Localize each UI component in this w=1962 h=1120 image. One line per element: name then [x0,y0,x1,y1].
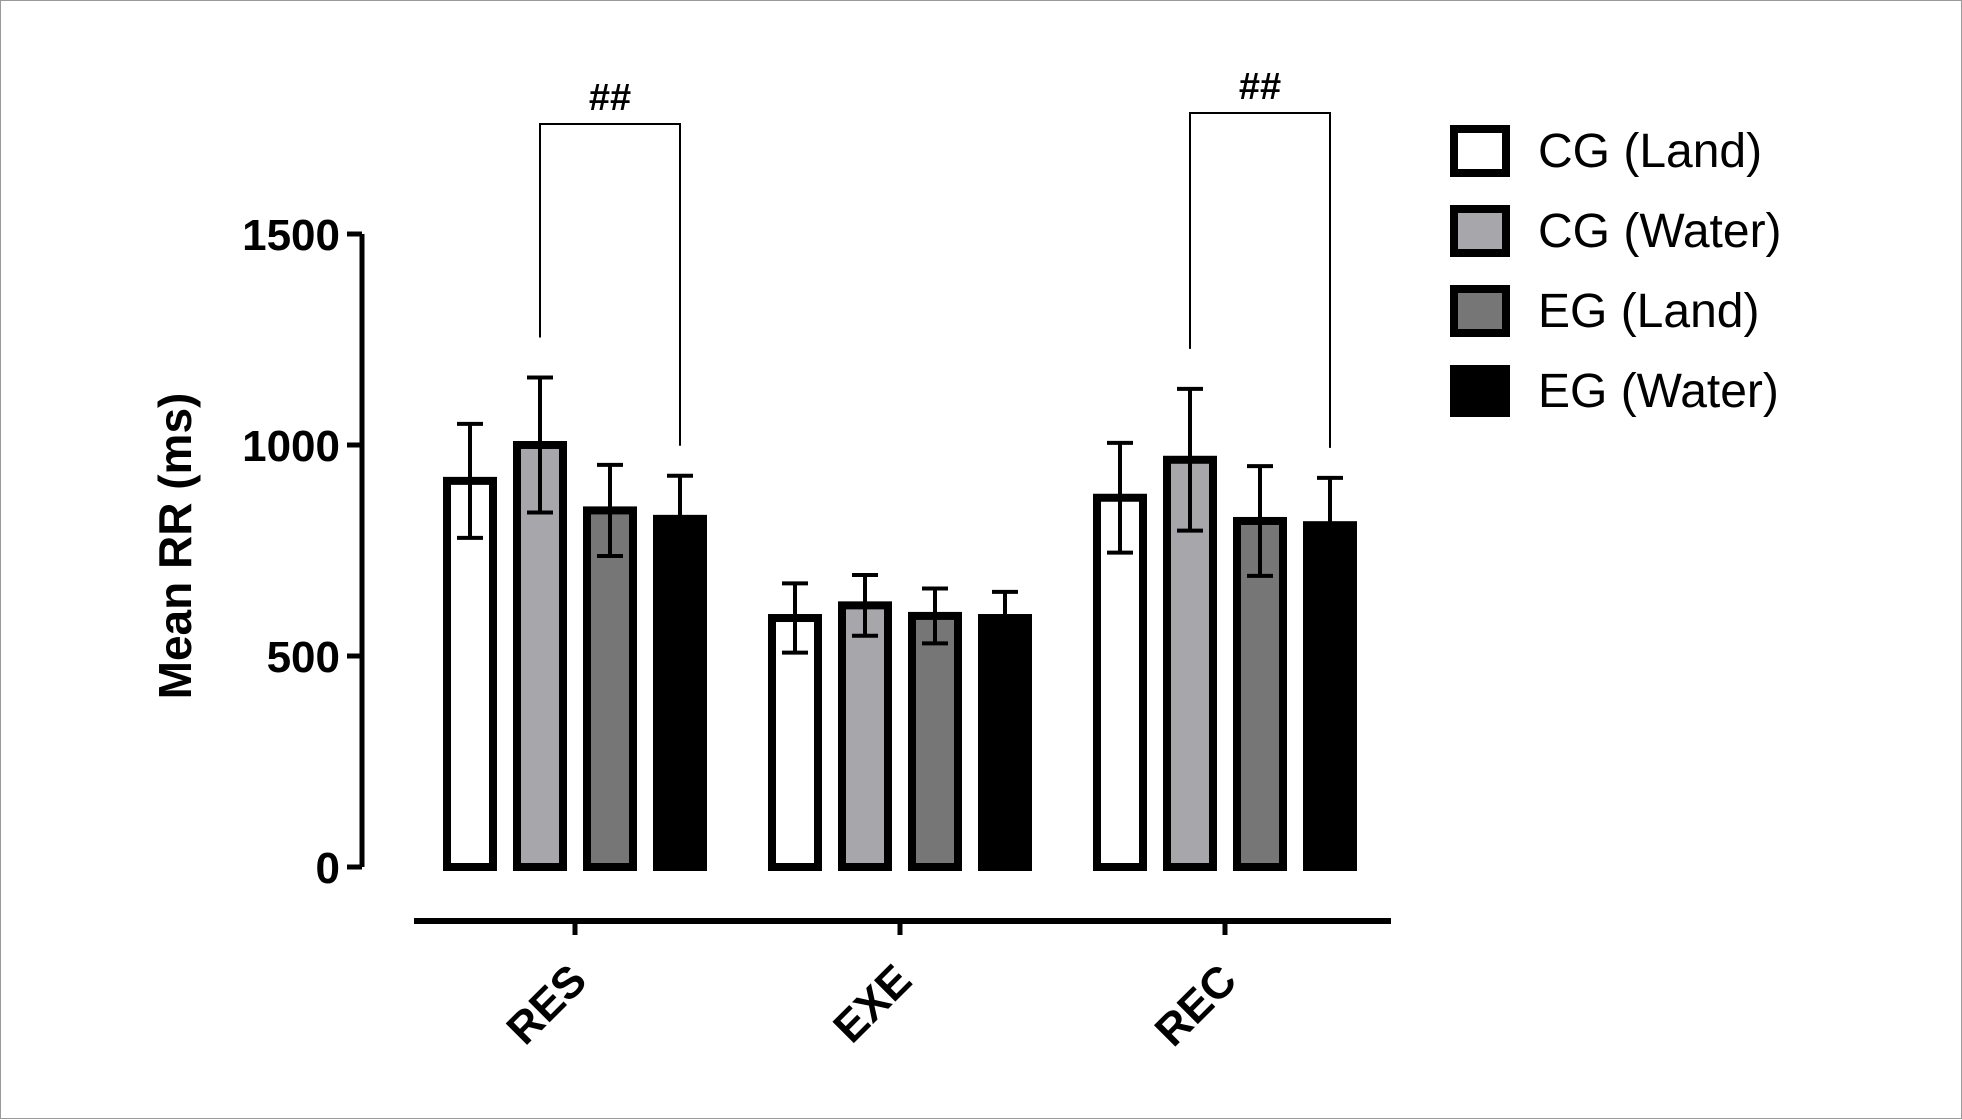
legend-label: CG (Water) [1538,205,1782,258]
bar [1303,521,1357,871]
legend-label: EG (Land) [1538,285,1759,338]
legend-item: CG (Water) [1450,205,1782,258]
significance-bracket: ## [1189,66,1331,448]
significance-label: ## [589,77,631,119]
x-tick-label: EXE [824,955,921,1052]
y-axis: 0 500 1000 1500 [242,211,365,893]
legend-item: EG (Land) [1450,285,1759,338]
y-tick-label: 0 [316,844,340,893]
y-axis-label: Mean RR (ms) [149,393,201,700]
significance-bracket: ## [539,77,681,446]
bar [978,614,1032,872]
legend-swatch [1450,285,1510,337]
legend-label: CG (Land) [1538,125,1762,178]
bar [838,601,892,871]
error-bar [527,375,553,515]
bar [1093,493,1147,871]
bar [583,506,637,871]
x-tick-label: RES [497,955,596,1054]
bars-layer [443,441,1357,872]
error-bar [1317,475,1343,575]
error-bar [992,589,1018,647]
legend-swatch [1450,365,1510,417]
error-bar [852,572,878,638]
bar [908,611,962,871]
y-tick-label: 1500 [242,211,340,260]
error-bars-layer [457,375,1343,655]
bar [653,514,707,871]
legend-item: CG (Land) [1450,125,1762,178]
error-bar [1177,386,1203,533]
legend-label: EG (Water) [1538,365,1779,418]
y-tick-label: 500 [267,633,340,682]
error-bar [667,473,693,564]
x-axis: RES EXE REC [414,918,1391,1056]
error-bar [1247,464,1273,578]
error-bar [922,586,948,646]
legend-swatch [1450,125,1510,177]
bar [768,614,822,872]
legend: CG (Land) CG (Water) EG (Land) EG (Water) [1450,125,1782,418]
error-bar [597,462,623,558]
x-tick-label: REC [1146,955,1246,1055]
significance-layer: ## ## [539,66,1331,448]
error-bar [1107,440,1133,555]
legend-swatch [1450,205,1510,257]
legend-item: EG (Water) [1450,365,1779,418]
error-bar [457,421,483,540]
error-bar [782,581,808,655]
y-tick-label: 1000 [242,422,340,471]
significance-label: ## [1239,66,1281,108]
